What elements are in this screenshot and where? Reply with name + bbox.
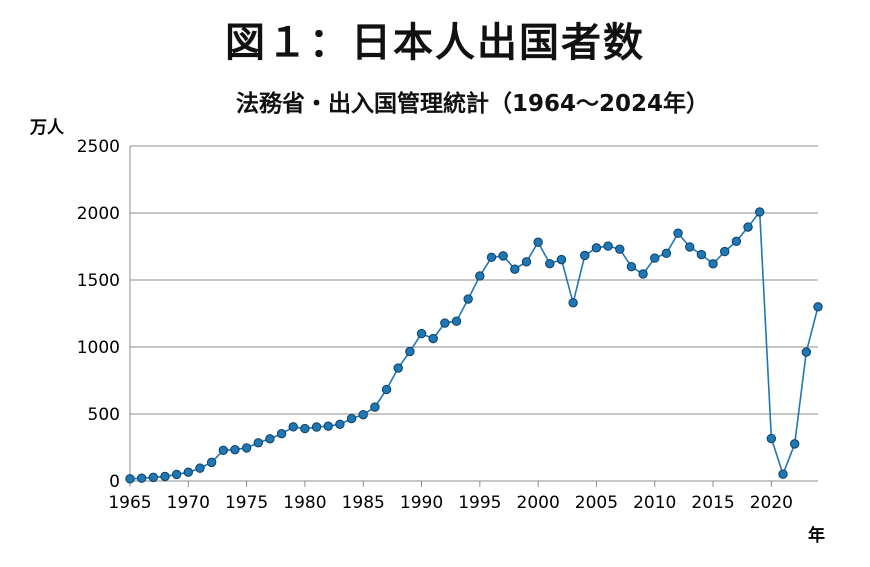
y-tick-label: 2500 [77, 137, 120, 157]
data-point [521, 257, 532, 267]
data-point [615, 244, 625, 254]
data-point [428, 333, 438, 344]
y-tick-label: 1000 [77, 338, 120, 358]
y-tick-label: 2000 [77, 204, 120, 224]
x-tick-label: 1995 [458, 493, 501, 513]
data-point [533, 237, 543, 247]
data-point [440, 318, 450, 328]
data-point [603, 241, 613, 251]
x-tick-label: 2000 [517, 493, 560, 513]
x-tick-label: 1975 [225, 493, 268, 513]
data-point [241, 443, 252, 453]
data-point [591, 243, 602, 253]
data-point [358, 409, 368, 420]
x-tick-labels: 1965 1970 1975 1980 1985 1990 1995 2000 2005 2010… [108, 493, 793, 513]
data-point [346, 413, 357, 424]
data-point [545, 258, 555, 269]
y-tick-label: 500 [88, 405, 120, 425]
data-point [405, 346, 415, 357]
x-tick-label: 2020 [750, 493, 793, 513]
data-point [766, 433, 777, 444]
data-point [650, 253, 660, 263]
data-point [370, 402, 380, 412]
data-point [136, 473, 147, 483]
data-point [253, 438, 263, 448]
data-point [754, 207, 765, 217]
data-point [778, 469, 788, 479]
data-point [568, 298, 578, 308]
data-point [300, 423, 310, 434]
x-axis-unit: 年 [808, 525, 825, 546]
data-point [556, 254, 567, 265]
series-line [129, 209, 819, 480]
gridlines [130, 145, 818, 415]
chart-subtitle: 法務省・出入国管理統計（1964～2024年） [236, 91, 710, 117]
data-point [195, 463, 205, 473]
x-tick-label: 2010 [633, 493, 676, 513]
x-tick-label: 1970 [167, 493, 210, 513]
data-point [451, 316, 462, 326]
x-tick-label: 2015 [691, 493, 734, 513]
y-axis-unit: 万人 [29, 118, 65, 138]
axes [129, 146, 818, 487]
data-point [125, 474, 135, 484]
data-point [626, 262, 637, 272]
x-tick-label: 1985 [342, 493, 385, 513]
x-tick-label: 1990 [400, 493, 443, 513]
data-point [288, 422, 298, 432]
data-point [230, 444, 240, 455]
data-point [813, 302, 823, 312]
data-point [160, 471, 170, 482]
x-tick-label: 1965 [108, 493, 151, 513]
y-tick-label: 0 [109, 472, 120, 492]
y-tick-labels: 0 500 1000 1500 2000 2500 [77, 137, 120, 492]
data-point [393, 363, 403, 373]
data-point [218, 445, 228, 456]
y-tick-label: 1500 [77, 271, 120, 291]
data-point [498, 251, 508, 261]
data-point [475, 271, 485, 281]
data-point [510, 264, 520, 274]
data-point [685, 242, 695, 252]
data-point [580, 250, 590, 261]
data-point [731, 236, 742, 246]
data-point [661, 248, 672, 259]
data-point [381, 384, 392, 395]
data-point [148, 472, 159, 483]
x-tick-label: 2005 [575, 493, 618, 513]
data-point [789, 439, 800, 449]
x-tick-label: 1980 [283, 493, 326, 513]
data-point [276, 428, 287, 439]
data-point [720, 246, 730, 257]
data-point [171, 469, 182, 480]
data-point [335, 419, 345, 430]
data-point [673, 228, 683, 238]
series [125, 207, 823, 484]
data-point [323, 421, 333, 431]
data-point [463, 294, 473, 304]
data-point [206, 457, 217, 468]
data-point [696, 249, 707, 260]
chart-title: 図１：日本人出国者数 [225, 20, 645, 66]
data-point [416, 328, 427, 339]
data-point [265, 434, 275, 444]
data-point [183, 467, 194, 477]
data-point [708, 259, 718, 269]
data-point [311, 422, 322, 432]
data-point [801, 347, 812, 357]
data-point [743, 222, 753, 232]
data-point [486, 252, 497, 263]
data-point [638, 269, 648, 279]
